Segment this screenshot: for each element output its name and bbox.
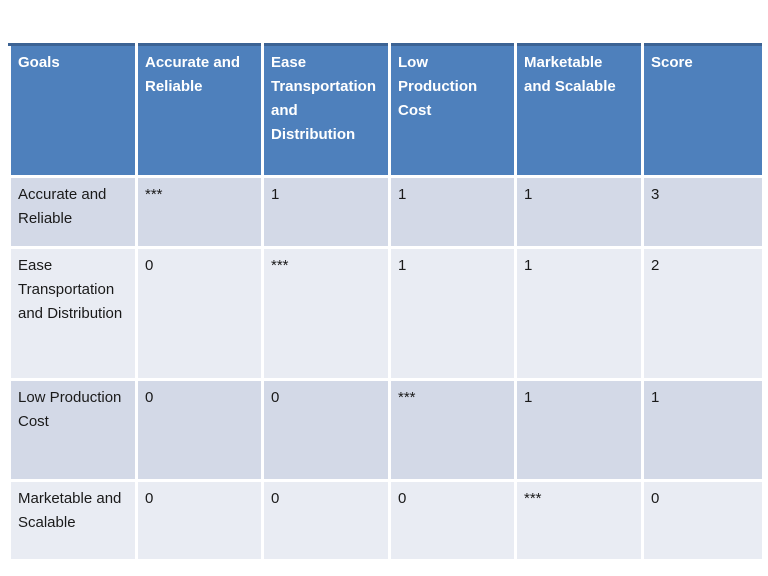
value-cell: ***: [261, 247, 391, 381]
score-cell: 1: [641, 379, 765, 482]
goal-cell: Accurate and Reliable: [8, 176, 138, 249]
table-header-row: Goals Accurate and Reliable Ease Transpo…: [8, 43, 765, 178]
goal-cell: Low Production Cost: [8, 379, 138, 482]
header-cell-accurate: Accurate and Reliable: [135, 43, 264, 178]
value-cell: 0: [135, 480, 264, 562]
value-cell: ***: [514, 480, 644, 562]
value-cell: 1: [514, 176, 644, 249]
value-cell: 1: [388, 247, 517, 381]
header-cell-goals: Goals: [8, 43, 138, 178]
header-cell-marketable: Marketable and Scalable: [514, 43, 644, 178]
value-cell: 0: [135, 379, 264, 482]
value-cell: ***: [135, 176, 264, 249]
header-cell-score: Score: [641, 43, 765, 178]
table-row-accurate-and-reliable: Accurate and Reliable *** 1 1 1 3: [8, 176, 765, 249]
goals-comparison-table: Goals Accurate and Reliable Ease Transpo…: [8, 43, 765, 562]
value-cell: 1: [261, 176, 391, 249]
score-cell: 0: [641, 480, 765, 562]
goal-cell: Marketable and Scalable: [8, 480, 138, 562]
header-cell-transportation: Ease Transportation and Distribution: [261, 43, 391, 178]
value-cell: 1: [514, 379, 644, 482]
score-cell: 2: [641, 247, 765, 381]
table-row-low-production-cost: Low Production Cost 0 0 *** 1 1: [8, 379, 765, 482]
header-cell-low-cost: Low Production Cost: [388, 43, 517, 178]
value-cell: 0: [388, 480, 517, 562]
value-cell: 0: [261, 379, 391, 482]
value-cell: 1: [388, 176, 517, 249]
value-cell: 0: [261, 480, 391, 562]
value-cell: 0: [135, 247, 264, 381]
table-row-ease-transportation: Ease Transportation and Distribution 0 *…: [8, 247, 765, 381]
table-row-marketable-and-scalable: Marketable and Scalable 0 0 0 *** 0: [8, 480, 765, 562]
value-cell: ***: [388, 379, 517, 482]
value-cell: 1: [514, 247, 644, 381]
goal-cell: Ease Transportation and Distribution: [8, 247, 138, 381]
score-cell: 3: [641, 176, 765, 249]
